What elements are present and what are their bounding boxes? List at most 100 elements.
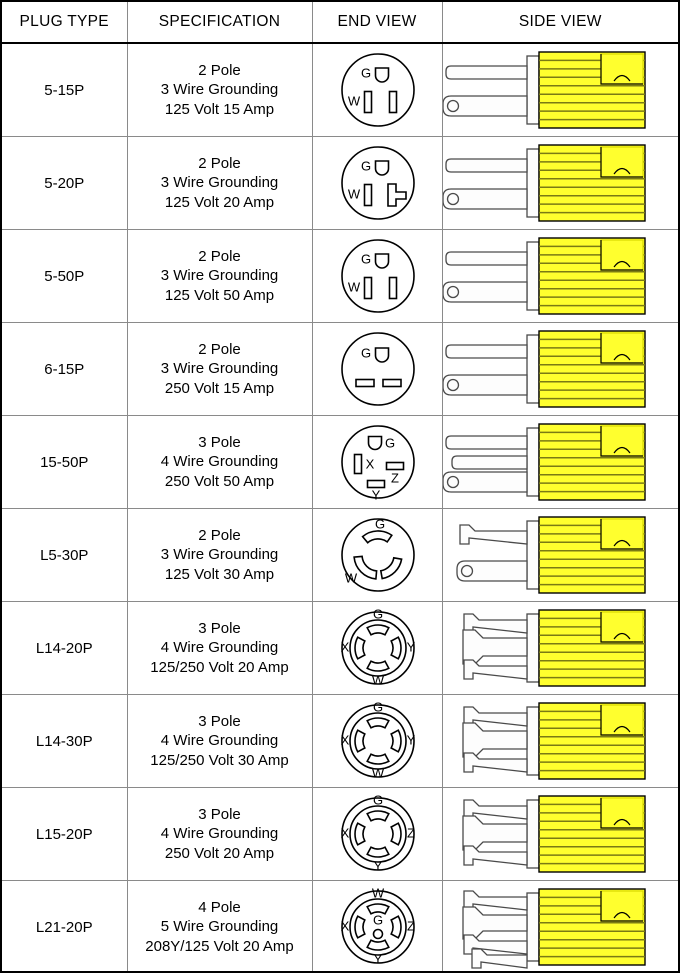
spec-rating: 125 Volt 50 Amp	[164, 286, 275, 304]
spec-pole: 2 Pole	[198, 61, 241, 79]
cell-side-view	[442, 694, 678, 788]
table-row: 15-50P 3 Pole 4 Wire Grounding 250 Volt 50 …	[2, 415, 679, 509]
spec-rating: 250 Volt 20 Amp	[164, 844, 275, 862]
plug-type-label: L15-20P	[35, 825, 93, 843]
spec-rating: 125 Volt 20 Amp	[164, 193, 275, 211]
cell-side-view	[442, 881, 679, 972]
spec-wire: 5 Wire Grounding	[160, 918, 279, 936]
end-view-diagram: W X Z Y G	[313, 881, 442, 971]
cell-specification: 2 Pole 3 Wire Grounding 250 Volt 15 Amp	[127, 322, 313, 416]
spec-pole: 2 Pole	[198, 340, 241, 358]
cell-specification: 2 Pole 3 Wire Grounding 125 Volt 30 Amp	[127, 508, 313, 602]
end-view-diagram: G X Y W	[313, 602, 442, 694]
plug-type-label: L21-20P	[35, 918, 93, 936]
plug-type-label: 5-50P	[44, 267, 85, 285]
svg-text:X: X	[340, 825, 349, 840]
svg-text:G: G	[360, 345, 370, 360]
svg-text:Y: Y	[371, 487, 380, 502]
cell-end-view: W X Z Y G	[312, 880, 443, 971]
table-body: 5-15P 2 Pole 3 Wire Grounding 125 Volt 15 A…	[2, 43, 679, 972]
table-header-row: PLUG TYPE SPECIFICATION END VIEW SIDE VI…	[2, 2, 678, 44]
cell-specification: 3 Pole 4 Wire Grounding 125/250 Volt 30 Am…	[127, 694, 313, 788]
spec-rating: 208Y/125 Volt 20 Amp	[145, 937, 294, 955]
spec-wire: 3 Wire Grounding	[160, 360, 279, 378]
cell-plug-type: 6-15P	[2, 322, 128, 416]
svg-text:W: W	[371, 765, 384, 780]
svg-text:W: W	[347, 186, 360, 201]
cell-side-view	[442, 43, 678, 137]
svg-text:W: W	[371, 885, 384, 900]
column-header-side-view: SIDE VIEW	[442, 2, 678, 44]
spec-wire: 4 Wire Grounding	[160, 453, 279, 471]
cell-specification: 2 Pole 3 Wire Grounding 125 Volt 50 Amp	[127, 229, 313, 323]
cell-plug-type: L15-20P	[2, 787, 128, 881]
plug-type-label: 5-20P	[44, 174, 85, 192]
cell-specification: 4 Pole 5 Wire Grounding 208Y/125 Volt 20 A…	[127, 880, 313, 971]
cell-specification: 2 Pole 3 Wire Grounding 125 Volt 20 Amp	[127, 136, 313, 230]
svg-text:W: W	[344, 570, 357, 585]
table-row: 6-15P 2 Pole 3 Wire Grounding 250 Volt 15 A…	[2, 322, 678, 416]
spec-rating: 125 Volt 30 Amp	[164, 565, 275, 583]
table-row: L5-30P 2 Pole 3 Wire Grounding 125 Volt 30 …	[2, 508, 678, 602]
svg-text:G: G	[372, 606, 382, 621]
spec-pole: 2 Pole	[198, 154, 241, 172]
spec-wire: 3 Wire Grounding	[160, 174, 279, 192]
side-view-diagram	[443, 788, 679, 880]
spec-pole: 2 Pole	[198, 247, 241, 265]
svg-text:G: G	[384, 435, 394, 450]
table-row: L21-20P 4 Pole 5 Wire Grounding 208Y/125 Vo…	[2, 880, 679, 972]
cell-plug-type: L5-30P	[2, 508, 128, 602]
spec-wire: 4 Wire Grounding	[160, 825, 279, 843]
side-view-diagram	[442, 230, 679, 322]
svg-text:G: G	[360, 65, 370, 80]
plug-type-label: L14-20P	[35, 639, 93, 657]
spec-pole: 3 Pole	[198, 805, 241, 823]
spec-wire: 3 Wire Grounding	[160, 267, 279, 285]
plug-type-label: L5-30P	[40, 546, 89, 564]
cell-plug-type: L14-30P	[2, 694, 128, 788]
spec-pole: 3 Pole	[198, 619, 241, 637]
side-view-diagram	[442, 44, 679, 136]
svg-text:G: G	[360, 251, 370, 266]
table-row: L15-20P 3 Pole 4 Wire Grounding 250 Volt 20…	[2, 787, 679, 881]
cell-specification: 3 Pole 4 Wire Grounding 250 Volt 50 Amp	[127, 415, 313, 509]
cell-side-view	[442, 322, 678, 416]
cell-specification: 2 Pole 3 Wire Grounding 125 Volt 15 Amp	[127, 43, 313, 137]
svg-text:G: G	[372, 699, 382, 714]
svg-text:Z: Z	[407, 825, 415, 840]
side-view-diagram	[443, 881, 679, 971]
plug-type-label: 5-15P	[44, 81, 85, 99]
table-row: 5-20P 2 Pole 3 Wire Grounding 125 Volt 20 A…	[2, 136, 678, 230]
side-view-diagram	[443, 602, 679, 694]
svg-text:W: W	[371, 672, 384, 687]
plug-type-label: 6-15P	[44, 360, 85, 378]
svg-text:Y: Y	[406, 639, 415, 654]
end-view-diagram: G	[313, 323, 442, 415]
spec-rating: 125 Volt 15 Amp	[164, 100, 275, 118]
cell-specification: 3 Pole 4 Wire Grounding 250 Volt 20 Amp	[127, 787, 313, 881]
side-view-diagram	[442, 416, 679, 508]
spec-wire: 3 Wire Grounding	[160, 81, 279, 99]
svg-text:X: X	[340, 918, 349, 933]
svg-text:X: X	[365, 456, 374, 471]
svg-text:X: X	[340, 639, 349, 654]
plug-type-label: 15-50P	[40, 453, 89, 471]
cell-side-view	[442, 508, 678, 602]
cell-end-view: G X Y W	[312, 601, 443, 695]
svg-text:W: W	[347, 279, 360, 294]
svg-text:Y: Y	[373, 951, 382, 966]
column-header-end-view: END VIEW	[312, 2, 443, 44]
column-header-plug-type: PLUG TYPE	[2, 2, 128, 44]
cell-side-view	[442, 136, 678, 230]
